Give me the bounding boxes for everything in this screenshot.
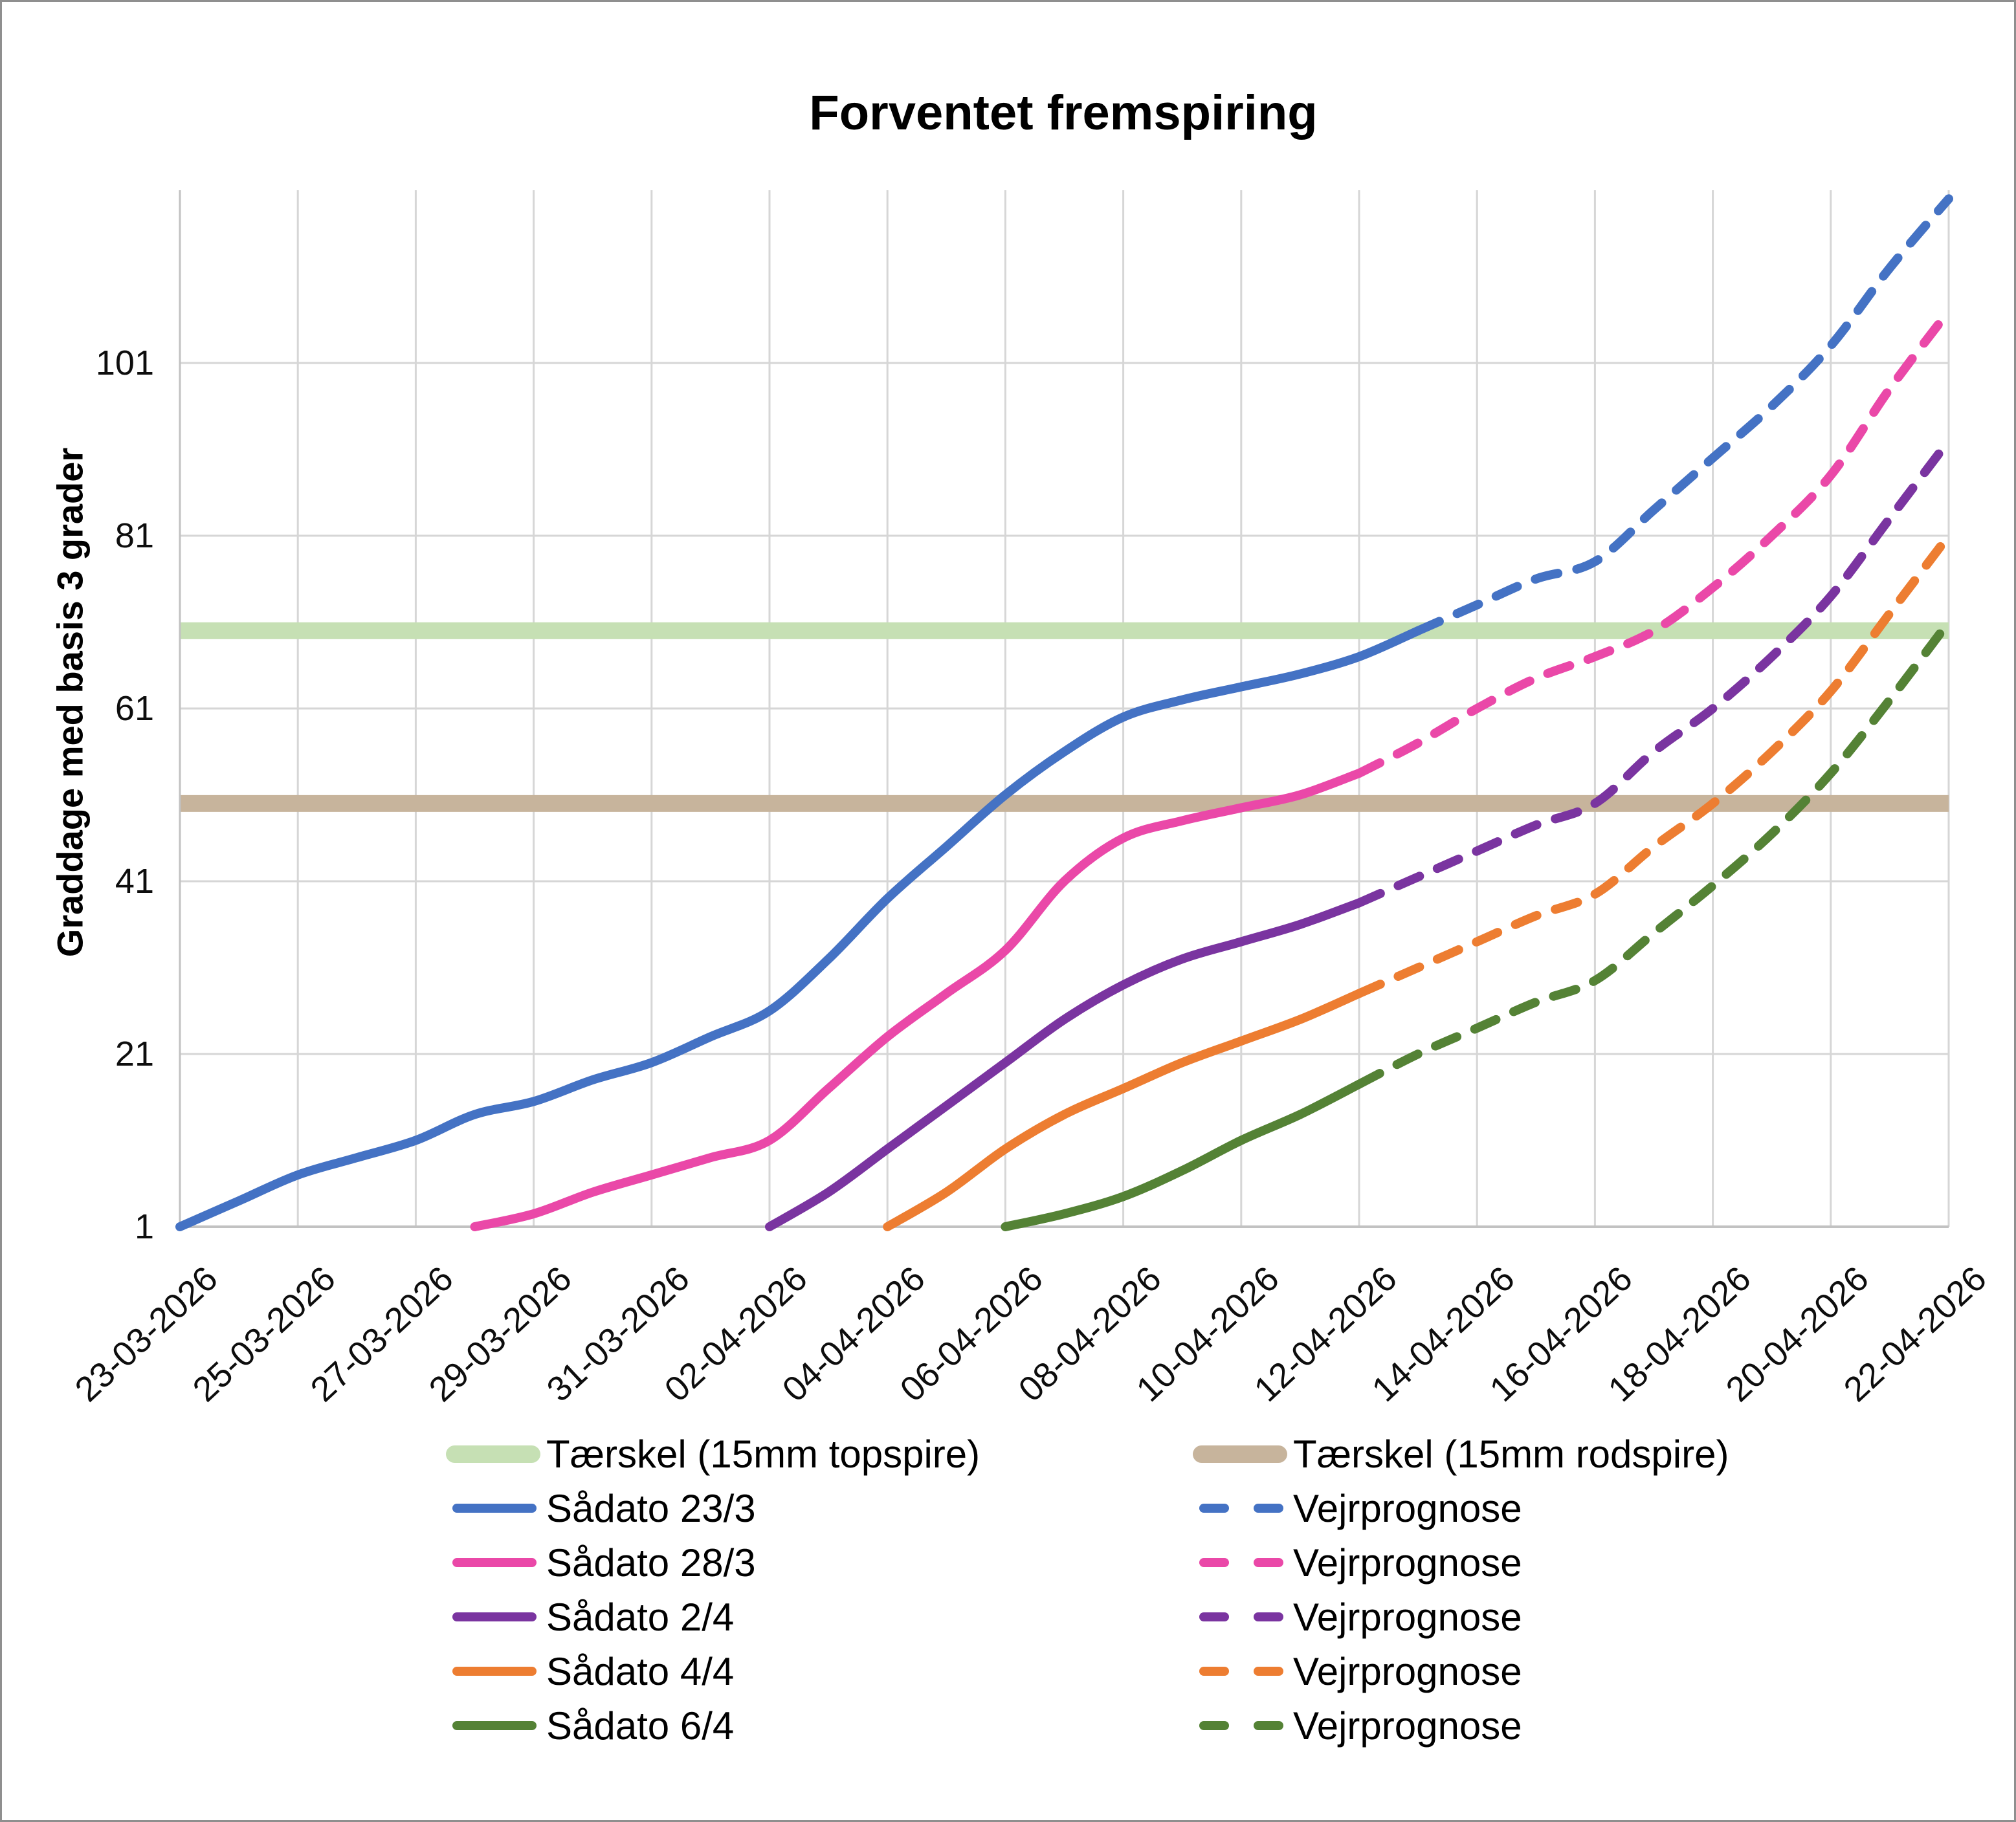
- legend-solid-line-swatch: [452, 1504, 537, 1513]
- chart-title: Forventet fremspiring: [809, 85, 1318, 140]
- y-tick-label: 101: [95, 344, 154, 382]
- series-line-solid: [470, 769, 1364, 1231]
- legend-item: Vejrprognose: [1193, 1535, 1522, 1590]
- legend-marker: [446, 1667, 546, 1676]
- series-line-forecast: [1413, 194, 1953, 635]
- series-line-forecast: [1355, 617, 1953, 1089]
- series-line-forecast: [1355, 436, 1953, 908]
- legend-item: Sådato 28/3: [446, 1535, 756, 1590]
- legend-marker: [1193, 1558, 1293, 1567]
- legend-item-label: Vejrprognose: [1293, 1541, 1522, 1585]
- legend-band-swatch: [1193, 1445, 1287, 1463]
- legend-dashed-line-swatch: [1199, 1504, 1283, 1513]
- legend-marker: [446, 1558, 546, 1567]
- legend-item: Vejrprognose: [1193, 1590, 1522, 1644]
- legend-item-label: Sådato 2/4: [546, 1595, 735, 1639]
- y-tick-label: 61: [115, 689, 154, 728]
- legend-marker: [446, 1504, 546, 1513]
- legend-solid-line-swatch: [452, 1667, 537, 1676]
- threshold-band: [180, 795, 1949, 812]
- threshold-band: [180, 622, 1949, 639]
- legend-band-swatch: [446, 1445, 540, 1463]
- legend-dashed-line-swatch: [1199, 1667, 1283, 1676]
- legend-item: Sådato 6/4: [446, 1698, 734, 1753]
- legend-item-label: Vejrprognose: [1293, 1704, 1522, 1748]
- y-tick-label: 81: [115, 516, 154, 555]
- legend-marker: [1193, 1667, 1293, 1676]
- legend-item-label: Vejrprognose: [1293, 1649, 1522, 1693]
- legend-dashed-line-swatch: [1199, 1721, 1283, 1730]
- legend-marker: [1193, 1445, 1293, 1463]
- legend-item-label: Tærskel (15mm rodspire): [1293, 1432, 1729, 1476]
- legend-item: Vejrprognose: [1193, 1644, 1522, 1698]
- legend-item: Sådato 23/3: [446, 1481, 756, 1535]
- y-tick-label: 41: [115, 862, 154, 901]
- series-line-solid: [175, 626, 1423, 1231]
- legend-marker: [446, 1721, 546, 1730]
- legend-marker: [1193, 1612, 1293, 1621]
- legend-marker: [446, 1445, 546, 1463]
- legend-item: Sådato 4/4: [446, 1644, 734, 1698]
- legend-item-label: Sådato 23/3: [546, 1486, 756, 1530]
- legend-item: Vejrprognose: [1193, 1481, 1522, 1535]
- legend-item-label: Sådato 28/3: [546, 1541, 756, 1585]
- legend-item: Vejrprognose: [1193, 1698, 1522, 1753]
- legend-item-label: Tærskel (15mm topspire): [546, 1432, 980, 1476]
- y-tick-label: 1: [134, 1207, 154, 1246]
- legend-item-label: Sådato 6/4: [546, 1704, 735, 1748]
- legend-item: Sådato 2/4: [446, 1590, 734, 1644]
- legend-dashed-line-swatch: [1199, 1558, 1283, 1567]
- legend-item-label: Sådato 4/4: [546, 1649, 735, 1693]
- legend-solid-line-swatch: [452, 1721, 537, 1730]
- legend-solid-line-swatch: [452, 1558, 537, 1567]
- legend-marker: [1193, 1504, 1293, 1513]
- series-line-solid: [883, 989, 1364, 1231]
- legend-dashed-line-swatch: [1199, 1612, 1283, 1621]
- legend-marker: [446, 1612, 546, 1621]
- series-line-solid: [765, 898, 1364, 1231]
- series-line-solid: [1001, 1079, 1364, 1231]
- legend-item-label: Vejrprognose: [1293, 1595, 1522, 1639]
- legend-item: Tærskel (15mm rodspire): [1193, 1427, 1729, 1481]
- legend-solid-line-swatch: [452, 1612, 537, 1621]
- legend-item-label: Vejrprognose: [1293, 1486, 1522, 1530]
- legend-item: Tærskel (15mm topspire): [446, 1427, 980, 1481]
- series-line-forecast: [1355, 306, 1953, 778]
- y-tick-label: 21: [115, 1035, 154, 1073]
- legend-marker: [1193, 1721, 1293, 1730]
- series-line-forecast: [1355, 531, 1953, 998]
